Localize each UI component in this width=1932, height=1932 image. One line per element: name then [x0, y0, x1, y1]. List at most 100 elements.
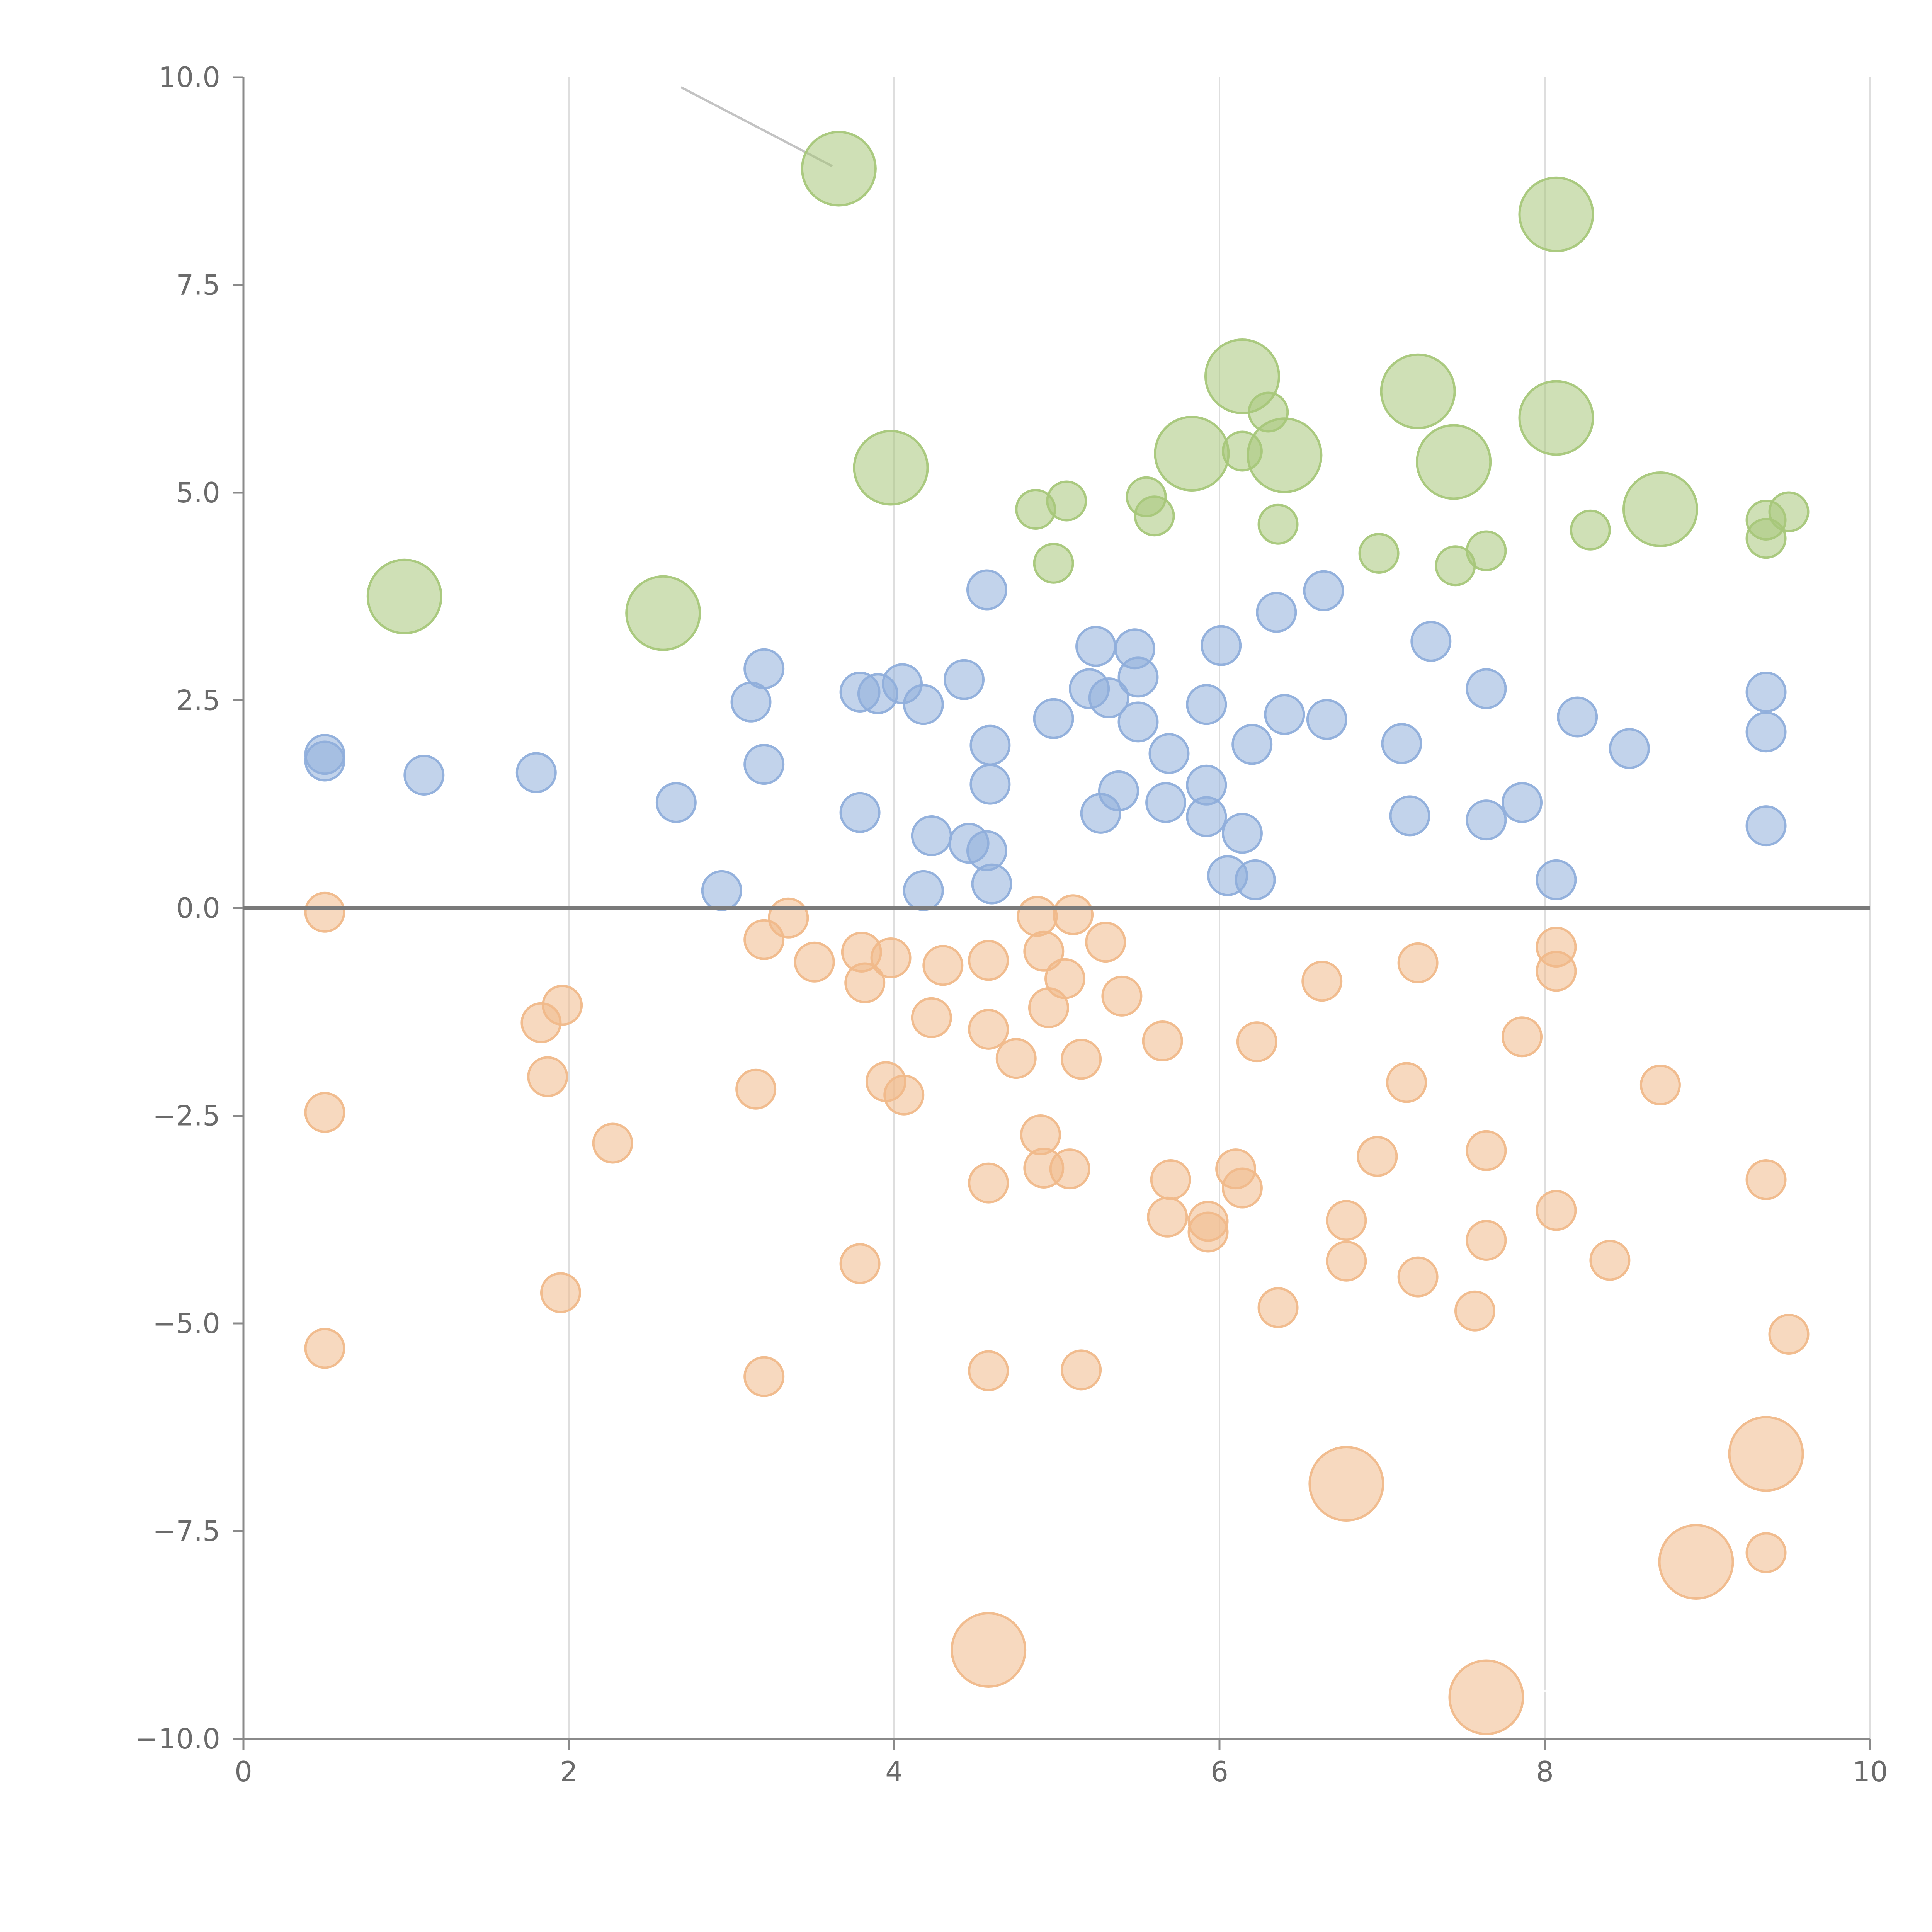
- positive-mild-point-25: [1075, 626, 1117, 667]
- negative-point-1: [304, 1092, 345, 1133]
- positive-strong-point-15: [1046, 480, 1087, 522]
- positive-strong-point-12: [1248, 391, 1289, 433]
- negative-point-68: [1658, 1524, 1734, 1600]
- x-tick-label: 0: [235, 1755, 252, 1788]
- positive-mild-point-54: [1609, 728, 1650, 769]
- negative-point-49: [1326, 1240, 1367, 1282]
- positive-mild-point-33: [1148, 733, 1190, 774]
- negative-point-38: [1142, 1020, 1183, 1061]
- negative-point-25: [968, 1350, 1009, 1391]
- negative-point-36: [1049, 1148, 1090, 1190]
- positive-strong-point-10: [366, 558, 442, 634]
- negative-point-11: [743, 1356, 785, 1397]
- positive-strong-point-26: [1768, 491, 1810, 532]
- negative-point-64: [1768, 1313, 1810, 1355]
- negative-point-5: [527, 1056, 568, 1097]
- positive-strong-point-20: [1358, 532, 1400, 574]
- negative-point-10: [735, 1068, 777, 1110]
- positive-mild-point-13: [903, 684, 944, 725]
- x-tick-label: 6: [1211, 1755, 1228, 1788]
- y-tick-label: −5.0: [153, 1307, 220, 1340]
- positive-strong-point-17: [1134, 495, 1175, 537]
- positive-mild-point-53: [1557, 696, 1598, 738]
- positive-strong-point-11: [625, 575, 701, 651]
- positive-mild-point-48: [1410, 621, 1452, 662]
- positive-strong-point-5: [1154, 415, 1230, 492]
- negative-point-67: [1728, 1416, 1804, 1492]
- x-tick-label: 4: [885, 1755, 903, 1788]
- y-tick-label: 7.5: [176, 269, 220, 301]
- positive-mild-point-41: [1235, 859, 1276, 900]
- negative-point-12: [794, 941, 835, 983]
- positive-mild-point-51: [1502, 782, 1543, 823]
- negative-point-17: [883, 1074, 925, 1116]
- negative-point-54: [1454, 1290, 1495, 1332]
- negative-point-18: [839, 1243, 881, 1284]
- positive-mild-point-20: [969, 764, 1011, 805]
- negative-point-14: [844, 962, 886, 1003]
- negative-point-31: [1085, 922, 1126, 963]
- positive-mild-point-5: [701, 870, 742, 911]
- x-tick-label: 8: [1536, 1755, 1554, 1788]
- negative-point-24: [968, 1162, 1009, 1204]
- negative-point-6: [592, 1122, 633, 1164]
- positive-mild-point-37: [1201, 625, 1242, 666]
- negative-point-53: [1397, 1256, 1439, 1298]
- positive-mild-point-30: [1117, 656, 1159, 698]
- negative-point-47: [1301, 961, 1343, 1002]
- negative-point-39: [1150, 1159, 1191, 1201]
- positive-mild-point-39: [1221, 813, 1263, 854]
- positive-mild-point-23: [1033, 698, 1074, 739]
- negative-point-55: [1466, 1130, 1507, 1171]
- positive-mild-point-43: [1264, 694, 1305, 735]
- negative-point-7: [540, 1272, 581, 1313]
- positive-strong-point-13: [1221, 430, 1263, 472]
- positive-strong-point-7: [1416, 424, 1492, 500]
- negative-point-40: [1147, 1196, 1188, 1238]
- negative-point-66: [1308, 1446, 1384, 1522]
- positive-strong-point-25: [1745, 518, 1787, 559]
- x-tick-label: 2: [560, 1755, 578, 1788]
- negative-point-63: [1745, 1159, 1787, 1201]
- negative-point-61: [1589, 1240, 1631, 1281]
- y-tick-label: 2.5: [176, 684, 220, 717]
- positive-strong-point-18: [1257, 503, 1299, 545]
- positive-mild-point-3: [515, 752, 557, 793]
- negative-point-0: [304, 891, 345, 933]
- negative-point-27: [1053, 894, 1094, 935]
- positive-strong-point-8: [853, 430, 929, 506]
- positive-strong-point-9: [1622, 471, 1698, 547]
- positive-mild-point-28: [1098, 770, 1139, 811]
- negative-point-56: [1466, 1220, 1507, 1261]
- positive-mild-point-40: [1231, 724, 1273, 765]
- negative-point-57: [1502, 1016, 1543, 1058]
- y-tick-label: −7.5: [153, 1515, 220, 1548]
- positive-mild-point-46: [1381, 723, 1422, 764]
- positive-mild-point-19: [969, 724, 1011, 766]
- positive-mild-point-1: [304, 740, 345, 782]
- negative-point-62: [1639, 1064, 1681, 1105]
- negative-point-32: [1101, 975, 1143, 1017]
- negative-point-23: [995, 1038, 1037, 1079]
- positive-mild-point-42: [1256, 592, 1297, 633]
- positive-mild-point-55: [1745, 672, 1787, 713]
- negative-point-22: [968, 1009, 1009, 1050]
- negative-point-4: [542, 985, 583, 1026]
- negative-point-21: [968, 940, 1009, 981]
- positive-mild-point-2: [403, 755, 445, 796]
- negative-point-26: [1017, 896, 1058, 937]
- positive-mild-point-36: [1186, 796, 1227, 837]
- positive-mild-point-22: [971, 863, 1012, 905]
- negative-point-19: [911, 997, 952, 1038]
- negative-point-50: [1357, 1136, 1398, 1177]
- negative-point-28: [1023, 930, 1065, 972]
- positive-mild-point-34: [1186, 684, 1227, 725]
- positive-mild-point-4: [655, 782, 697, 823]
- positive-strong-point-0: [801, 131, 877, 207]
- negative-point-69: [951, 1612, 1027, 1688]
- tick-labels: 0 2 4 6 8 10 10.0 7.5 5.0 2.5 0.0 −2.5 −5.0 −7.5 −10.0: [135, 61, 1888, 1788]
- positive-strong-point-23: [1570, 509, 1611, 551]
- y-tick-label: −2.5: [153, 1100, 220, 1132]
